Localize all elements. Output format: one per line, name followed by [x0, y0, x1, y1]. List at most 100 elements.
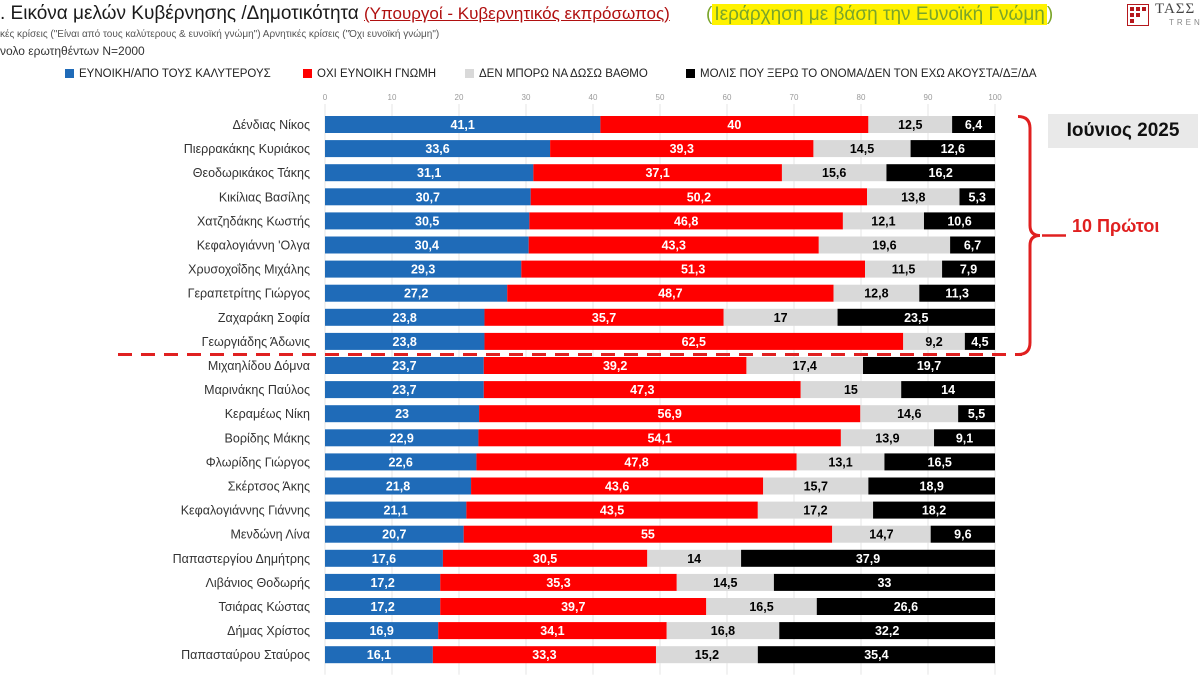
bar-segment: [325, 429, 479, 447]
bar-segment: [484, 308, 724, 326]
data-label: 16,8: [711, 624, 735, 638]
data-label: 23,8: [393, 335, 417, 349]
title-subtitle: (Υπουργοί - Κυβερνητικός εκπρόσωπος): [364, 4, 670, 23]
data-label: 17: [774, 311, 788, 325]
data-label: 9,6: [954, 528, 971, 542]
bar-segment: [647, 549, 742, 567]
bar-segment: [757, 501, 874, 519]
data-label: 12,6: [941, 142, 965, 156]
bar-segment: [952, 116, 995, 133]
bar-segment: [868, 116, 953, 133]
data-label: 9,1: [956, 431, 973, 445]
data-label: 14: [687, 552, 701, 566]
data-label: 16,9: [369, 624, 393, 638]
bar-segment: [919, 284, 995, 302]
bar-segment: [533, 164, 782, 182]
bar-segment: [833, 284, 920, 302]
data-label: 5,3: [969, 190, 986, 204]
bar-segment: [530, 188, 868, 206]
category-label: Κεφαλογιάννη 'Ολγα: [197, 239, 310, 253]
data-label: 6,4: [965, 118, 982, 132]
bar-segment: [325, 212, 530, 230]
bar-segment: [438, 622, 667, 640]
category-label: Βορίδης Μάκης: [225, 431, 310, 445]
legend-item-unfavorable: ΟΧΙ ΕΥΝΟΙΚΗ ΓΝΩΜΗ: [303, 68, 436, 80]
data-label: 21,1: [384, 504, 408, 518]
bar-segment: [923, 212, 995, 230]
bar-segment: [813, 140, 911, 158]
data-label: 51,3: [681, 263, 705, 277]
category-label: Γεραπετρίτης Γιώργος: [188, 287, 310, 301]
data-label: 18,2: [922, 504, 946, 518]
bar-segment: [763, 477, 869, 495]
data-label: 15,2: [695, 648, 719, 662]
bar-segment: [832, 525, 931, 543]
data-label: 35,7: [592, 311, 616, 325]
category-label: Πιερρακάκης Κυριάκος: [184, 142, 310, 156]
category-label: Θεοδωρικάκος Τάκης: [193, 166, 310, 180]
data-label: 30,7: [416, 190, 440, 204]
bar-segment: [746, 357, 864, 374]
bar-segment: [478, 429, 841, 447]
legend-swatch: [303, 69, 312, 78]
legend-item-cannot-rate: ΔΕΝ ΜΠΟΡΩ ΝΑ ΔΩΣΩ ΒΑΘΜΟ: [465, 68, 648, 80]
legend-swatch: [65, 69, 74, 78]
data-label: 14,5: [713, 576, 737, 590]
x-tick-label: 80: [857, 93, 866, 102]
bar-segment: [796, 453, 885, 471]
data-label: 17,2: [803, 504, 827, 518]
data-label: 33,6: [425, 142, 449, 156]
bar-segment: [521, 260, 866, 278]
bar-segment: [325, 573, 441, 591]
legend-label: ΕΥΝΟΙΚΗ/ΑΠΟ ΤΟΥΣ ΚΑΛΥΤΕΡΟΥΣ: [79, 68, 271, 80]
data-label: 62,5: [682, 335, 706, 349]
data-label: 19,7: [917, 359, 941, 373]
bar-segment: [325, 525, 464, 543]
bar-segment: [757, 646, 995, 664]
bar-segment: [779, 622, 995, 640]
data-label: 43,5: [600, 504, 624, 518]
bar-segment: [325, 236, 529, 254]
data-label: 13,9: [875, 431, 899, 445]
data-label: 14,6: [897, 407, 921, 421]
data-label: 37,1: [645, 166, 669, 180]
x-tick-label: 60: [723, 93, 732, 102]
data-label: 46,8: [674, 214, 698, 228]
x-tick-label: 30: [522, 93, 531, 102]
bar-segment: [666, 622, 780, 640]
subtitle-definitions: κές κρίσεις ("Είναι από τους καλύτερους …: [0, 29, 440, 40]
data-label: 26,6: [894, 600, 918, 614]
data-label: 39,2: [603, 359, 627, 373]
bar-segment: [865, 260, 943, 278]
bar-segment: [463, 525, 833, 543]
data-label: 16,2: [929, 166, 953, 180]
data-label: 22,6: [389, 455, 413, 469]
data-label: 5,5: [968, 407, 985, 421]
bar-segment: [325, 260, 522, 278]
data-label: 33: [877, 576, 891, 590]
data-label: 15,6: [822, 166, 846, 180]
bar-segment: [655, 646, 758, 664]
data-label: 23,7: [392, 383, 416, 397]
data-label: 14,5: [850, 142, 874, 156]
bar-segment: [483, 381, 801, 399]
data-label: 17,4: [793, 359, 817, 373]
bar-segment: [903, 332, 965, 350]
data-label: 11,5: [892, 263, 916, 277]
data-label: 37,9: [856, 552, 880, 566]
logo-subtext: TREN: [1169, 18, 1200, 27]
data-label: 18,9: [920, 480, 944, 494]
period-label: Ιούνιος 2025: [1048, 114, 1198, 148]
category-label: Λιβάνιος Θοδωρής: [206, 576, 311, 590]
bar-segment: [325, 381, 484, 399]
category-label: Κεραμέως Νίκη: [225, 407, 310, 421]
data-label: 30,5: [415, 214, 439, 228]
x-tick-label: 10: [388, 93, 397, 102]
bar-segment: [706, 598, 817, 615]
bar-segment: [325, 284, 508, 302]
data-label: 47,3: [630, 383, 654, 397]
data-label: 16,5: [928, 455, 952, 469]
bar-segment: [863, 357, 995, 374]
bar-segment: [325, 646, 433, 664]
